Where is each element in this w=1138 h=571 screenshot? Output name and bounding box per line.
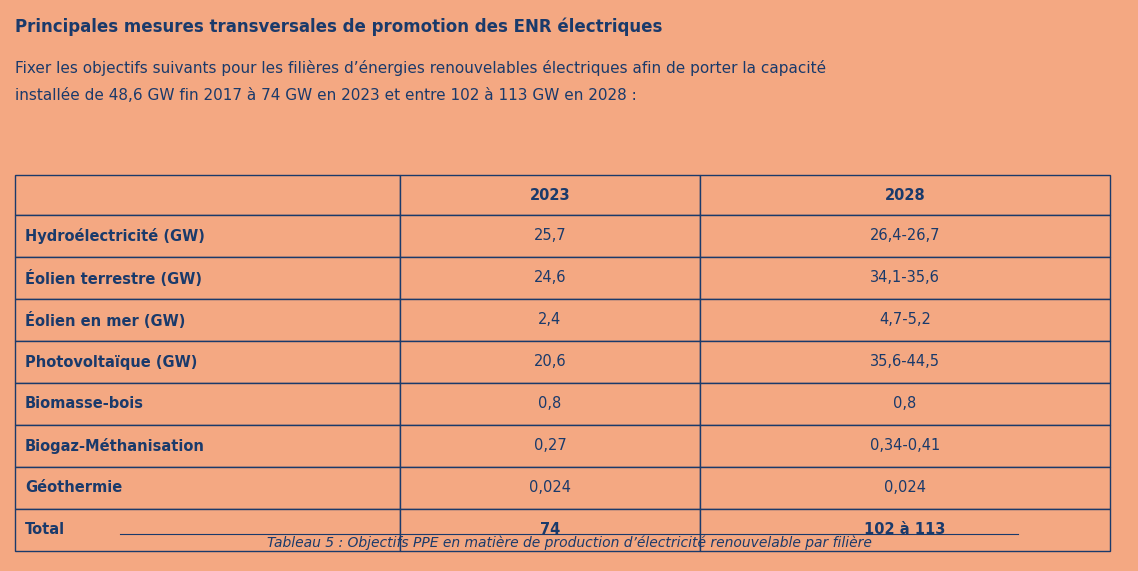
Bar bbox=[399, 467, 700, 509]
Text: Éolien en mer (GW): Éolien en mer (GW) bbox=[25, 312, 185, 328]
Text: 25,7: 25,7 bbox=[534, 228, 567, 243]
Bar bbox=[15, 299, 399, 341]
Text: 0,27: 0,27 bbox=[534, 439, 567, 453]
Text: Principales mesures transversales de promotion des ENR électriques: Principales mesures transversales de pro… bbox=[15, 18, 662, 37]
Bar bbox=[15, 425, 399, 467]
Text: 35,6-44,5: 35,6-44,5 bbox=[869, 355, 940, 369]
Text: installée de 48,6 GW fin 2017 à 74 GW en 2023 et entre 102 à 113 GW en 2028 :: installée de 48,6 GW fin 2017 à 74 GW en… bbox=[15, 88, 637, 103]
Text: 0,024: 0,024 bbox=[529, 481, 571, 496]
Text: 2028: 2028 bbox=[884, 187, 925, 203]
Bar bbox=[700, 509, 1110, 551]
Text: 2023: 2023 bbox=[529, 187, 570, 203]
Text: Fixer les objectifs suivants pour les filières d’énergies renouvelables électriq: Fixer les objectifs suivants pour les fi… bbox=[15, 60, 826, 76]
Text: 0,34-0,41: 0,34-0,41 bbox=[869, 439, 940, 453]
Bar bbox=[15, 175, 399, 215]
Text: 4,7-5,2: 4,7-5,2 bbox=[879, 312, 931, 328]
Text: 102 à 113: 102 à 113 bbox=[865, 522, 946, 537]
Bar bbox=[399, 425, 700, 467]
Text: Hydroélectricité (GW): Hydroélectricité (GW) bbox=[25, 228, 205, 244]
Text: Total: Total bbox=[25, 522, 65, 537]
Bar bbox=[15, 341, 399, 383]
Bar bbox=[399, 509, 700, 551]
Bar bbox=[399, 383, 700, 425]
Text: 74: 74 bbox=[539, 522, 560, 537]
Bar bbox=[700, 425, 1110, 467]
Bar bbox=[700, 299, 1110, 341]
Bar bbox=[399, 175, 700, 215]
Bar bbox=[15, 257, 399, 299]
Bar bbox=[399, 215, 700, 257]
Bar bbox=[15, 467, 399, 509]
Text: Biogaz-Méthanisation: Biogaz-Méthanisation bbox=[25, 438, 205, 454]
Bar bbox=[700, 383, 1110, 425]
Text: Photovoltaïque (GW): Photovoltaïque (GW) bbox=[25, 355, 197, 369]
Bar bbox=[700, 467, 1110, 509]
Text: 0,8: 0,8 bbox=[538, 396, 562, 412]
Text: Tableau 5 : Objectifs PPE en matière de production d’électricité renouvelable pa: Tableau 5 : Objectifs PPE en matière de … bbox=[266, 536, 872, 550]
Text: 26,4-26,7: 26,4-26,7 bbox=[869, 228, 940, 243]
Text: 2,4: 2,4 bbox=[538, 312, 562, 328]
Text: 24,6: 24,6 bbox=[534, 271, 567, 286]
Text: Éolien terrestre (GW): Éolien terrestre (GW) bbox=[25, 270, 203, 287]
Text: 0,024: 0,024 bbox=[884, 481, 926, 496]
Bar bbox=[15, 509, 399, 551]
Bar bbox=[399, 257, 700, 299]
Bar bbox=[700, 215, 1110, 257]
Text: Géothermie: Géothermie bbox=[25, 481, 122, 496]
Bar bbox=[399, 341, 700, 383]
Text: Biomasse-bois: Biomasse-bois bbox=[25, 396, 145, 412]
Bar bbox=[700, 175, 1110, 215]
Text: 34,1-35,6: 34,1-35,6 bbox=[871, 271, 940, 286]
Bar bbox=[15, 383, 399, 425]
Bar bbox=[399, 299, 700, 341]
Text: 20,6: 20,6 bbox=[534, 355, 567, 369]
Bar bbox=[15, 215, 399, 257]
Bar bbox=[700, 341, 1110, 383]
Text: 0,8: 0,8 bbox=[893, 396, 916, 412]
Bar bbox=[700, 257, 1110, 299]
